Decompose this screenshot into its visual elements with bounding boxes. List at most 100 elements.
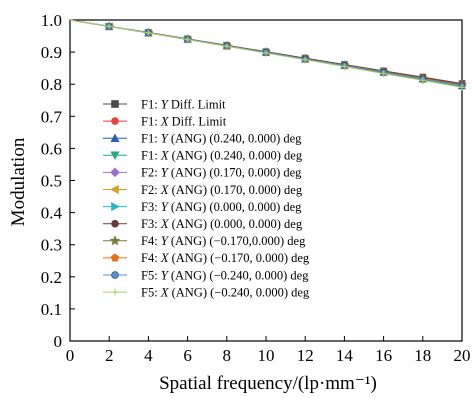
- legend-label-part: Y: [161, 132, 170, 146]
- legend-label-part: (ANG) (0.170, 0.000) deg: [168, 166, 302, 180]
- x-axis-title: Spatial frequency/(lp·mm⁻¹): [159, 373, 377, 394]
- data-point: [459, 84, 465, 91]
- legend-label-part: Diff. Limit: [168, 114, 226, 128]
- series-11: [69, 19, 466, 90]
- legend-label: F1: Y (ANG) (0.240, 0.000) deg: [141, 132, 302, 146]
- legend-label-part: F1:: [141, 149, 161, 163]
- data-point: [302, 56, 309, 63]
- legend-label: F4: X (ANG) (−0.170, 0.000) deg: [141, 251, 310, 265]
- x-tick-label: 8: [223, 346, 232, 365]
- x-tick-label: 2: [105, 346, 114, 365]
- y-tick-label: 0: [54, 332, 63, 351]
- data-point: [110, 184, 119, 195]
- data-point: [110, 167, 120, 178]
- legend-label-part: F3:: [141, 200, 161, 214]
- y-tick-label: 0.3: [41, 236, 62, 255]
- legend-label: F2: X (ANG) (0.170, 0.000) deg: [141, 183, 303, 197]
- legend-label-part: X: [160, 149, 170, 163]
- y-tick-label: 0.8: [41, 75, 62, 94]
- legend-label: F1: Y Diff. Limit: [141, 97, 226, 111]
- y-tick-label: 0.1: [41, 300, 62, 319]
- data-point: [184, 36, 191, 43]
- legend-item: F2: X (ANG) (0.170, 0.000) deg: [103, 183, 303, 197]
- y-tick-label: 1.0: [41, 11, 62, 30]
- data-point: [111, 117, 119, 125]
- legend-item: F1: X Diff. Limit: [103, 114, 227, 128]
- legend-label: F1: X (ANG) (0.240, 0.000) deg: [141, 149, 303, 163]
- series-12: [69, 19, 465, 91]
- data-point: [110, 253, 120, 262]
- legend-label-part: X: [160, 114, 170, 128]
- legend-label-part: Y: [161, 200, 170, 214]
- legend-item: F2: Y (ANG) (0.170, 0.000) deg: [103, 166, 302, 180]
- data-point: [419, 77, 426, 84]
- legend-item: F4: Y (ANG) (−0.170,0.000) deg: [103, 234, 306, 248]
- series-layer: [69, 19, 467, 92]
- legend-label: F3: X (ANG) (0.000, 0.000) deg: [141, 217, 303, 231]
- legend-label-part: F2:: [141, 166, 161, 180]
- legend-label-part: (ANG) (−0.170,0.000) deg: [168, 234, 306, 248]
- legend-label-part: X: [160, 285, 170, 299]
- legend-label-part: (ANG) (0.000, 0.000) deg: [168, 217, 302, 231]
- x-tick-label: 4: [144, 346, 153, 365]
- data-point: [106, 23, 113, 30]
- legend-item: F3: Y (ANG) (0.000, 0.000) deg: [103, 200, 302, 214]
- legend-label: F2: Y (ANG) (0.170, 0.000) deg: [141, 166, 302, 180]
- x-tick-label: 14: [336, 346, 354, 365]
- y-tick-label: 0.5: [41, 172, 62, 191]
- legend-label-part: F1:: [141, 97, 161, 111]
- legend-label-part: Y: [161, 166, 170, 180]
- legend-label-part: F1:: [141, 132, 161, 146]
- y-tick-label: 0.4: [41, 204, 63, 223]
- legend-label-part: X: [160, 217, 170, 231]
- legend-item: F1: Y (ANG) (0.240, 0.000) deg: [103, 132, 302, 146]
- y-tick-label: 0.6: [41, 139, 62, 158]
- legend-label-part: (ANG) (−0.240, 0.000) deg: [168, 268, 309, 282]
- legend-item: F1: Y Diff. Limit: [103, 97, 226, 111]
- data-point: [145, 29, 152, 36]
- legend-label-part: F1:: [141, 114, 161, 128]
- data-point: [111, 219, 119, 228]
- data-point: [223, 43, 230, 50]
- legend-label-part: F4:: [141, 251, 161, 265]
- data-point: [341, 63, 348, 70]
- y-axis-title: Modulation: [8, 137, 29, 226]
- legend-item: F1: X (ANG) (0.240, 0.000) deg: [103, 149, 303, 163]
- data-point: [110, 151, 120, 161]
- legend-label-part: Y: [161, 234, 170, 248]
- legend-label-part: (ANG) (0.170, 0.000) deg: [168, 183, 302, 197]
- legend-label-part: (ANG) (0.240, 0.000) deg: [168, 132, 302, 146]
- legend-item: F5: Y (ANG) (−0.240, 0.000) deg: [103, 268, 309, 282]
- data-point: [111, 288, 119, 296]
- data-point: [111, 100, 119, 108]
- legend-item: F3: X (ANG) (0.000, 0.000) deg: [103, 217, 303, 231]
- legend-label-part: X: [160, 251, 170, 265]
- data-point: [111, 271, 119, 279]
- x-tick-label: 12: [297, 346, 314, 365]
- legend-label: F5: X (ANG) (−0.240, 0.000) deg: [141, 285, 310, 299]
- legend-label-part: (ANG) (−0.170, 0.000) deg: [168, 251, 309, 265]
- legend-label: F3: Y (ANG) (0.000, 0.000) deg: [141, 200, 302, 214]
- legend-label-part: F5:: [141, 285, 161, 299]
- legend-label-part: (ANG) (0.000, 0.000) deg: [168, 200, 302, 214]
- y-axis: 0 0.1 0.2 0.3 0.4 0.5 0.6 0.7 0.8 0.9 1.0: [41, 11, 75, 351]
- x-axis: 0 2 4 6 8 10 12 14 16 18 20: [66, 336, 471, 365]
- legend-label-part: (ANG) (0.240, 0.000) deg: [168, 149, 302, 163]
- x-tick-label: 10: [258, 346, 275, 365]
- data-point: [111, 202, 120, 212]
- x-tick-label: 20: [454, 346, 471, 365]
- legend-label-part: F3:: [141, 217, 161, 231]
- data-point: [380, 70, 387, 77]
- data-point: [110, 133, 120, 143]
- legend-label: F5: Y (ANG) (−0.240, 0.000) deg: [141, 268, 309, 282]
- legend-label-part: F4:: [141, 234, 161, 248]
- legend-label-part: F5:: [141, 268, 161, 282]
- x-tick-label: 0: [66, 346, 75, 365]
- legend-label: F4: Y (ANG) (−0.170,0.000) deg: [141, 234, 306, 248]
- legend-label-part: Diff. Limit: [168, 97, 226, 111]
- legend-label-part: Y: [161, 97, 170, 111]
- y-tick-label: 0.9: [41, 43, 62, 62]
- legend-item: F5: X (ANG) (−0.240, 0.000) deg: [103, 285, 310, 299]
- legend-label-part: Y: [161, 268, 170, 282]
